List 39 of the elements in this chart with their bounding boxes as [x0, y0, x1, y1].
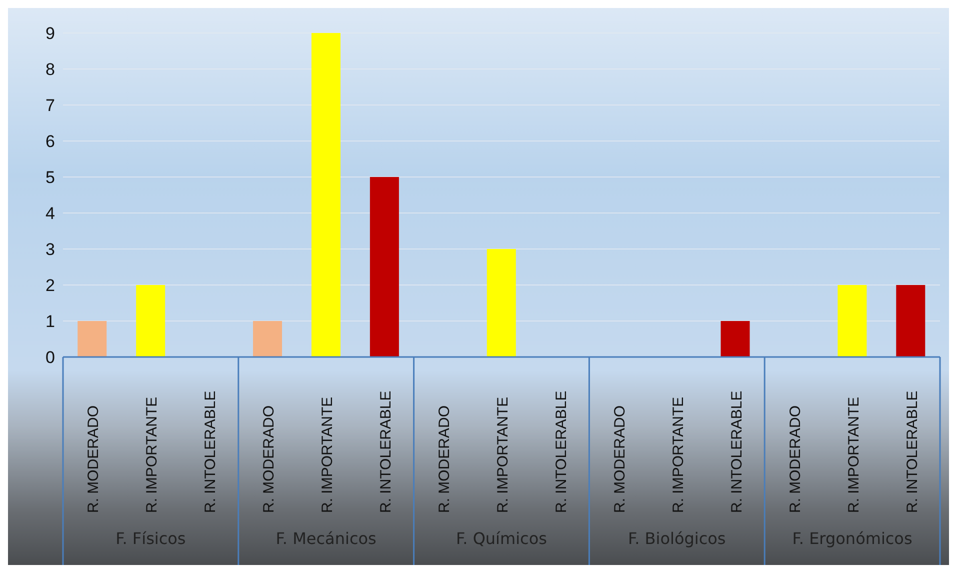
bar [78, 321, 107, 357]
y-tick-label: 4 [46, 204, 55, 224]
y-tick-label: 3 [46, 240, 55, 260]
text: F. Químicos [455, 529, 548, 548]
text: F. Ergonómicos [791, 529, 914, 548]
x-tick-label: R. MODERADO [436, 405, 454, 513]
x-tick-label: R. INTOLERABLE [202, 390, 220, 513]
x-tick-label: R. INTOLERABLE [728, 390, 746, 513]
bar [838, 285, 867, 357]
y-tick-label: 0 [46, 348, 55, 368]
y-tick-label: 6 [46, 132, 55, 152]
y-tick-label: 8 [46, 60, 55, 80]
bar [486, 249, 516, 357]
y-tick-label: 1 [46, 312, 55, 332]
bar [720, 321, 750, 357]
bar [136, 285, 166, 357]
x-tick-label: R. MODERADO [786, 405, 804, 513]
text: F. Biológicos [626, 529, 727, 548]
y-tick-label: 7 [46, 96, 55, 116]
x-tick-label: R. IMPORTANTE [144, 396, 161, 513]
text: F. Físicos [114, 529, 187, 548]
x-tick-label: R. IMPORTANTE [845, 396, 862, 513]
bar [311, 33, 340, 357]
y-tick-label: 2 [46, 276, 55, 296]
bar [896, 285, 926, 357]
x-tick-label: R. IMPORTANTE [670, 396, 687, 513]
bar [370, 177, 399, 357]
x-tick-label: R. MODERADO [85, 405, 102, 513]
x-tick-label: R. MODERADO [611, 405, 628, 513]
y-tick-label: 5 [46, 168, 55, 188]
text: F. Mecánicos [274, 529, 378, 548]
x-tick-label: R. INTOLERABLE [378, 390, 395, 513]
x-tick-label: R. MODERADO [260, 405, 278, 513]
x-tick-label: R. INTOLERABLE [904, 390, 921, 513]
x-tick-label: R. IMPORTANTE [319, 396, 336, 513]
x-tick-label: R. IMPORTANTE [494, 396, 512, 513]
y-tick-label: 9 [46, 24, 55, 44]
x-tick-label: R. INTOLERABLE [552, 390, 570, 513]
bar [253, 321, 282, 357]
